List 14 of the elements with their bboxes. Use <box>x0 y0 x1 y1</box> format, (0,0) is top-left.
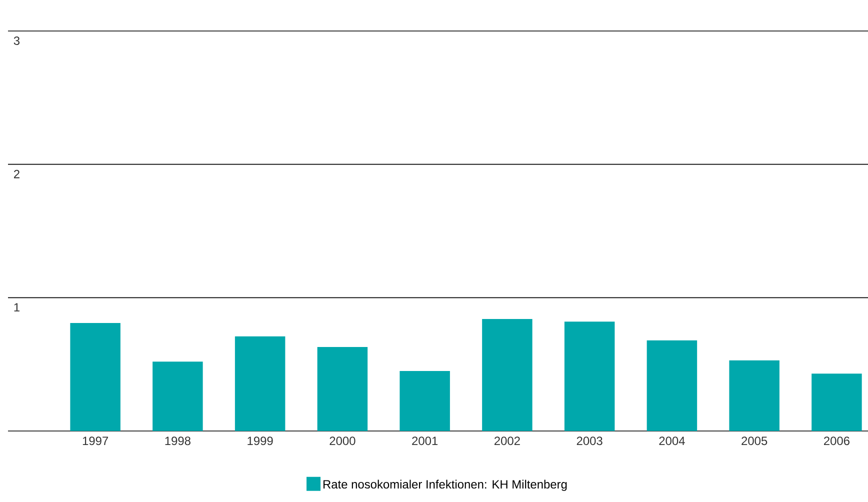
x-tick-label: 2000 <box>330 436 356 446</box>
y-tick-label: 2 <box>14 170 20 178</box>
x-tick-label: 2006 <box>824 436 850 446</box>
x-tick-label: 2001 <box>412 436 438 446</box>
legend-label: Rate nosokomialer Infektionen: KH Miltenberg <box>323 480 567 491</box>
x-tick-label: 2002 <box>494 436 520 446</box>
x-tick-label: 2005 <box>742 436 768 446</box>
x-tick-label: 2004 <box>659 436 685 446</box>
x-tick-label: 1997 <box>82 436 108 446</box>
y-tick-label: 3 <box>14 36 20 45</box>
y-tick-label: 1 <box>14 303 20 312</box>
x-tick-label: 1998 <box>165 436 190 446</box>
x-tick-label: 2003 <box>576 436 602 446</box>
x-tick-label: 1999 <box>248 436 273 446</box>
